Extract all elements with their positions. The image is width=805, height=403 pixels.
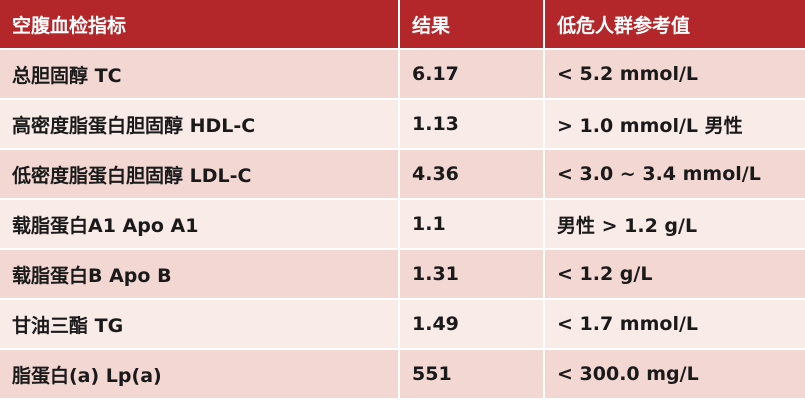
table-cell: 551	[400, 350, 543, 398]
table-cell: < 1.2 g/L	[545, 250, 805, 298]
table-row: 脂蛋白(a) Lp(a) 551 < 300.0 mg/L	[0, 350, 805, 398]
table-cell: 高密度脂蛋白胆固醇 HDL-C	[0, 100, 398, 148]
header-row: 空腹血检指标 结果 低危人群参考值	[0, 0, 805, 48]
table-cell: < 1.7 mmol/L	[545, 300, 805, 348]
header-cell: 空腹血检指标	[0, 0, 398, 48]
table-cell: 4.36	[400, 150, 543, 198]
table-row: 高密度脂蛋白胆固醇 HDL-C 1.13 > 1.0 mmol/L 男性	[0, 100, 805, 148]
table-cell: 1.13	[400, 100, 543, 148]
table-row: 总胆固醇 TC 6.17 < 5.2 mmol/L	[0, 50, 805, 98]
table-cell: 脂蛋白(a) Lp(a)	[0, 350, 398, 398]
table-cell: 低密度脂蛋白胆固醇 LDL-C	[0, 150, 398, 198]
table-cell: 1.1	[400, 200, 543, 248]
table-cell: > 1.0 mmol/L 男性	[545, 100, 805, 148]
table-cell: 6.17	[400, 50, 543, 98]
table-cell: < 300.0 mg/L	[545, 350, 805, 398]
table-cell: 甘油三酯 TG	[0, 300, 398, 348]
table-cell: 1.49	[400, 300, 543, 348]
table-cell: 1.31	[400, 250, 543, 298]
table-row: 甘油三酯 TG 1.49 < 1.7 mmol/L	[0, 300, 805, 348]
table-cell: 载脂蛋白B Apo B	[0, 250, 398, 298]
table-row: 载脂蛋白A1 Apo A1 1.1 男性 > 1.2 g/L	[0, 200, 805, 248]
table-row: 载脂蛋白B Apo B 1.31 < 1.2 g/L	[0, 250, 805, 298]
table-cell: < 5.2 mmol/L	[545, 50, 805, 98]
header-cell: 结果	[400, 0, 543, 48]
table-cell: 男性 > 1.2 g/L	[545, 200, 805, 248]
table-cell: 总胆固醇 TC	[0, 50, 398, 98]
header-cell: 低危人群参考值	[545, 0, 805, 48]
table-row: 低密度脂蛋白胆固醇 LDL-C 4.36 < 3.0 ~ 3.4 mmol/L	[0, 150, 805, 198]
table-cell: < 3.0 ~ 3.4 mmol/L	[545, 150, 805, 198]
table-cell: 载脂蛋白A1 Apo A1	[0, 200, 398, 248]
